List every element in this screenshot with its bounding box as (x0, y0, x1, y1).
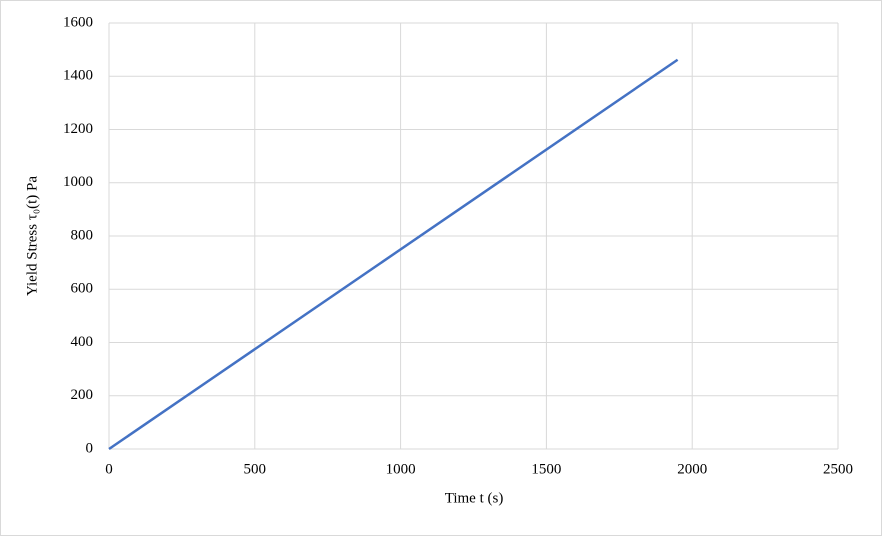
y-axis-label: Yield Stress τ₀(t) Pa (24, 176, 40, 296)
x-tick-label: 1000 (386, 461, 416, 477)
y-tick-label: 0 (86, 440, 94, 456)
y-tick-label: 1400 (63, 68, 93, 84)
y-tick-label: 600 (71, 281, 94, 297)
x-tick-label: 2000 (677, 461, 707, 477)
y-tick-label: 1200 (63, 121, 93, 137)
data-line (108, 58, 679, 451)
y-tick-label: 1000 (63, 174, 93, 190)
x-tick-label: 1500 (531, 461, 561, 477)
x-tick-label: 0 (105, 461, 113, 477)
y-tick-label: 200 (71, 387, 94, 403)
x-tick-label: 500 (244, 461, 267, 477)
x-tick-label: 2500 (823, 461, 853, 477)
y-tick-label: 400 (71, 334, 94, 350)
y-tick-label: 800 (71, 227, 94, 243)
x-axis-label: Time t (s) (445, 490, 504, 506)
y-tick-label: 1600 (63, 14, 93, 30)
